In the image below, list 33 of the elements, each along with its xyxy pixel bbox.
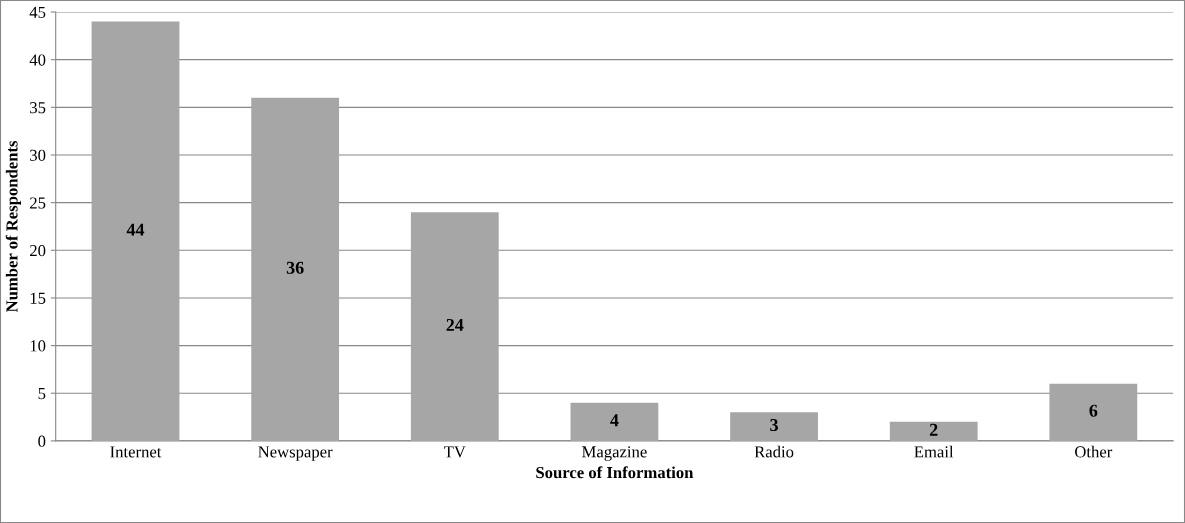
x-tick-label: Radio <box>754 445 794 458</box>
x-tick-label: Email <box>914 445 954 458</box>
bar <box>570 402 659 441</box>
y-tick-label: 45 <box>29 6 46 18</box>
y-tick-label: 5 <box>38 388 46 400</box>
bar <box>730 412 818 441</box>
y-tick-label: 10 <box>30 340 46 352</box>
y-tick-label: 35 <box>30 102 46 114</box>
bar <box>410 212 499 441</box>
data-label: 4 <box>610 414 619 427</box>
y-tick-label: 0 <box>38 435 46 447</box>
y-tick-label: 40 <box>29 54 46 66</box>
data-label: 2 <box>929 423 938 436</box>
bar <box>91 21 180 441</box>
data-label: 3 <box>770 418 778 432</box>
bar <box>1049 383 1138 441</box>
y-tick-label: 20 <box>30 244 46 257</box>
y-tick-label: 30 <box>30 149 46 161</box>
x-tick-label: Magazine <box>582 446 647 461</box>
x-tick-label: Newspaper <box>258 446 333 461</box>
x-axis-title: Source of Information <box>536 466 694 479</box>
x-tick-label: Internet <box>110 446 162 458</box>
y-axis-title: Number of Respondents <box>5 140 21 313</box>
data-label: 24 <box>446 318 464 331</box>
data-label: 36 <box>286 261 304 274</box>
bar <box>251 97 340 441</box>
bar <box>889 421 978 441</box>
y-tick-label: 15 <box>30 292 46 304</box>
x-tick-label: Other <box>1075 445 1113 458</box>
y-tick-label: 25 <box>30 197 46 209</box>
data-label: 44 <box>126 223 145 236</box>
x-tick-label: TV <box>443 446 466 458</box>
data-label: 6 <box>1089 404 1098 417</box>
